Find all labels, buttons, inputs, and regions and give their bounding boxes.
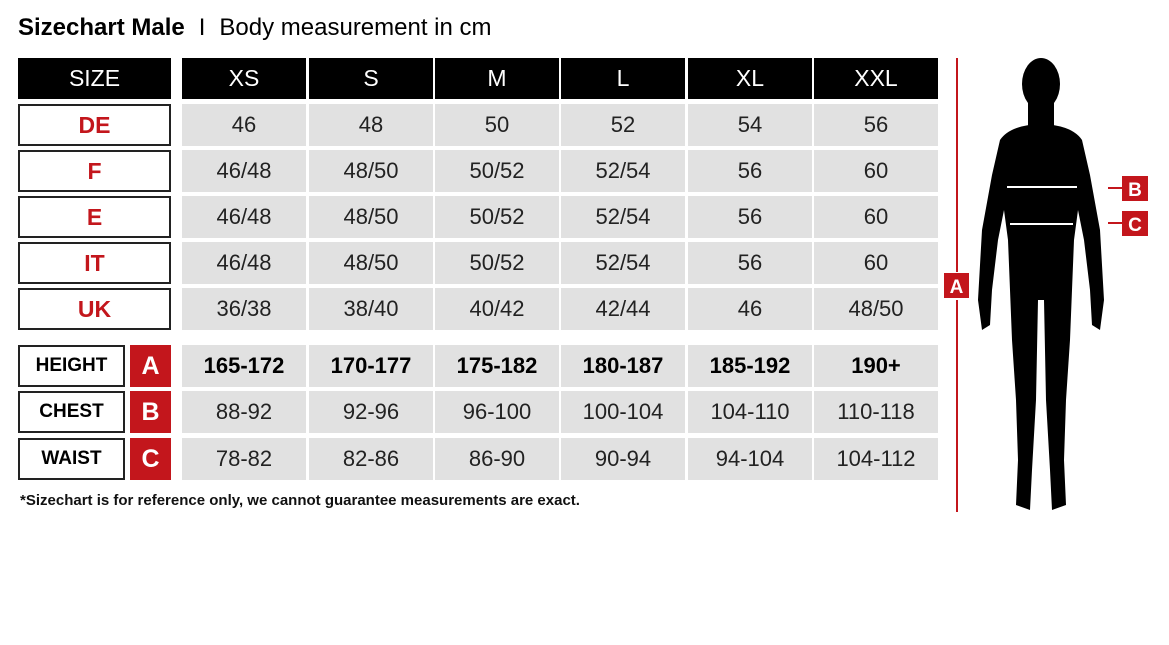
row-label-e: E: [18, 196, 171, 238]
title-main: Sizechart Male: [18, 14, 185, 41]
table-cell: 38/40: [309, 288, 433, 330]
table-cell: 90-94: [561, 438, 685, 480]
title-subtitle: Body measurement in cm: [219, 14, 492, 41]
table-cell: 48/50: [309, 242, 433, 284]
table-cell: 170-177: [309, 345, 433, 387]
marker-c-box: [1122, 211, 1148, 236]
table-cell: 88-92: [182, 391, 306, 433]
table-cell: 92-96: [309, 391, 433, 433]
table-cell: 104-110: [688, 391, 812, 433]
table-cell: 50/52: [435, 196, 559, 238]
marker-b: B: [1128, 180, 1142, 201]
size-header-m: M: [435, 58, 559, 99]
table-cell: 48: [309, 104, 433, 146]
table-cell: 110-118: [814, 391, 938, 433]
table-cell: 60: [814, 150, 938, 192]
table-cell: 46: [182, 104, 306, 146]
page-title: Sizechart Male I Body measurement in cm: [18, 14, 492, 42]
row-label-it: IT: [18, 242, 171, 284]
table-cell: 60: [814, 242, 938, 284]
table-cell: 52: [561, 104, 685, 146]
table-cell: 46/48: [182, 150, 306, 192]
row-label-f: F: [18, 150, 171, 192]
row-label-waist: WAIST: [18, 438, 125, 480]
footnote: *Sizechart is for reference only, we can…: [20, 492, 580, 509]
table-cell: 46: [688, 288, 812, 330]
table-cell: 78-82: [182, 438, 306, 480]
table-cell: 56: [688, 242, 812, 284]
row-label-chest: CHEST: [18, 391, 125, 433]
table-cell: 50/52: [435, 150, 559, 192]
marker-b-box: [1122, 176, 1148, 201]
row-label-uk: UK: [18, 288, 171, 330]
table-cell: 40/42: [435, 288, 559, 330]
table-cell: 190+: [814, 345, 938, 387]
table-cell: 96-100: [435, 391, 559, 433]
body-silhouette-icon: [978, 58, 1104, 510]
body-figure: A B C: [944, 58, 1148, 512]
table-cell: 48/50: [309, 196, 433, 238]
table-cell: 185-192: [688, 345, 812, 387]
table-cell: 86-90: [435, 438, 559, 480]
marker-a: A: [950, 277, 964, 298]
table-cell: 52/54: [561, 242, 685, 284]
table-cell: 42/44: [561, 288, 685, 330]
table-cell: 94-104: [688, 438, 812, 480]
table-cell: 180-187: [561, 345, 685, 387]
size-header-xs: XS: [182, 58, 306, 99]
size-header-l: L: [561, 58, 685, 99]
table-cell: 82-86: [309, 438, 433, 480]
table-cell: 50/52: [435, 242, 559, 284]
row-label-height: HEIGHT: [18, 345, 125, 387]
table-cell: 175-182: [435, 345, 559, 387]
title-separator: I: [198, 14, 206, 41]
table-cell: 52/54: [561, 150, 685, 192]
table-cell: 46/48: [182, 196, 306, 238]
size-header-xxl: XXL: [814, 58, 938, 99]
marker-c: C: [1128, 215, 1142, 236]
table-cell: 104-112: [814, 438, 938, 480]
table-cell: 36/38: [182, 288, 306, 330]
table-cell: 56: [688, 196, 812, 238]
size-header-label: SIZE: [18, 58, 171, 99]
row-marker-b: B: [130, 391, 171, 433]
table-cell: 48/50: [814, 288, 938, 330]
table-cell: 56: [814, 104, 938, 146]
table-cell: 165-172: [182, 345, 306, 387]
marker-a-box: [944, 273, 969, 298]
size-header-xl: XL: [688, 58, 812, 99]
table-cell: 48/50: [309, 150, 433, 192]
table-cell: 56: [688, 150, 812, 192]
table-cell: 46/48: [182, 242, 306, 284]
row-marker-a: A: [130, 345, 171, 387]
table-cell: 100-104: [561, 391, 685, 433]
row-marker-c: C: [130, 438, 171, 480]
size-header-s: S: [309, 58, 433, 99]
table-cell: 54: [688, 104, 812, 146]
table-cell: 50: [435, 104, 559, 146]
table-cell: 52/54: [561, 196, 685, 238]
table-cell: 60: [814, 196, 938, 238]
row-label-de: DE: [18, 104, 171, 146]
